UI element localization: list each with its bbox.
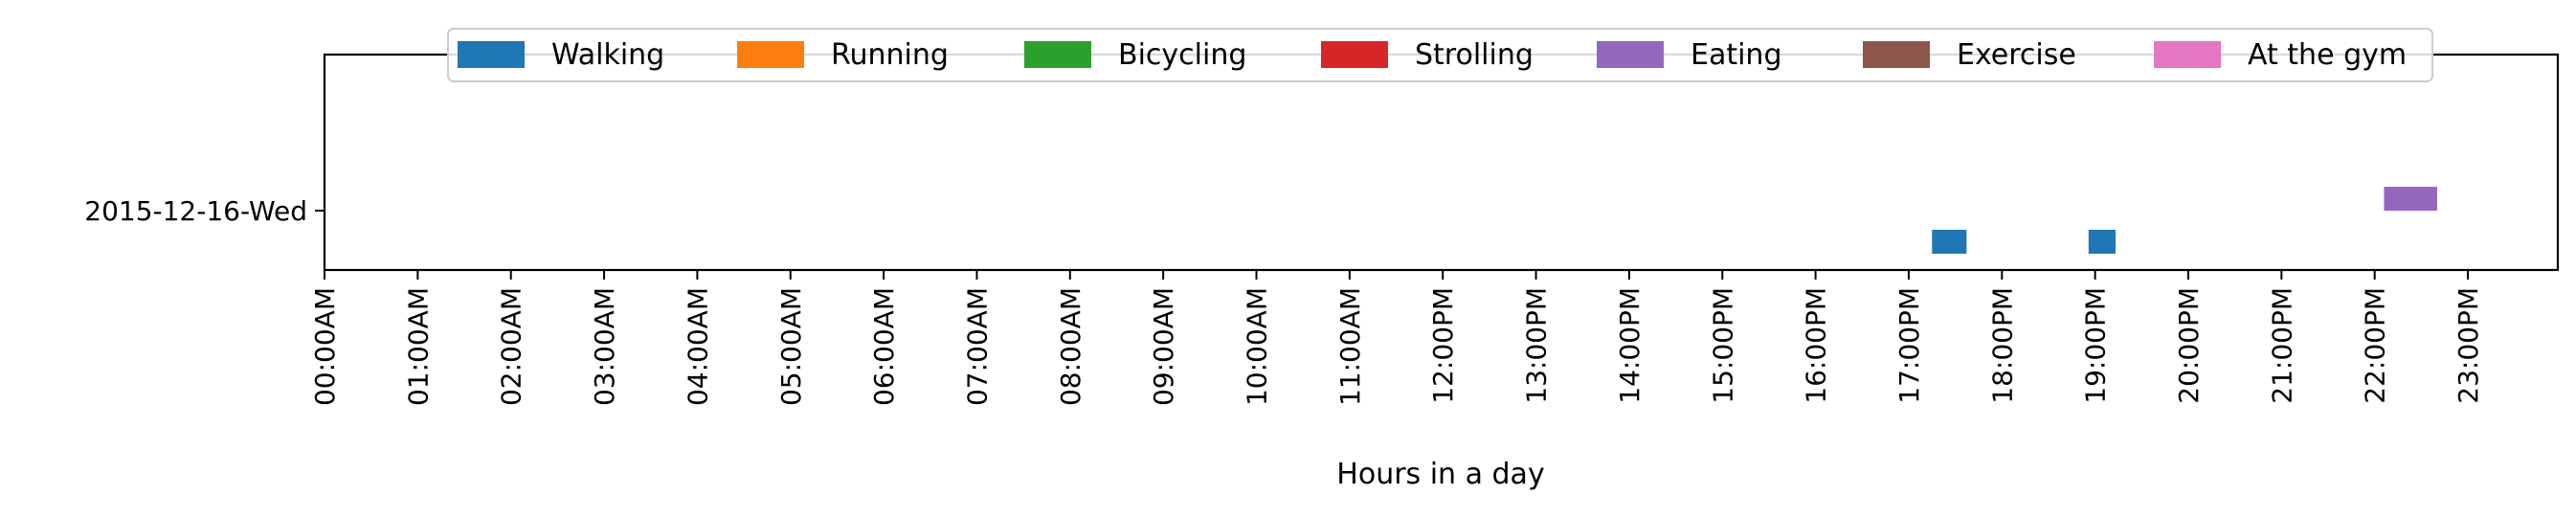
x-tick-label: 05:00AM bbox=[775, 287, 807, 406]
x-tick-label: 10:00AM bbox=[1242, 287, 1273, 406]
activity-bars bbox=[1932, 187, 2437, 254]
x-tick-label: 12:00PM bbox=[1427, 287, 1459, 404]
x-tick-label: 20:00PM bbox=[2173, 287, 2205, 404]
y-axis-ticks: 2015-12-16-Wed bbox=[84, 195, 325, 227]
x-tick-label: 23:00PM bbox=[2453, 287, 2484, 404]
x-tick-label: 14:00PM bbox=[1614, 287, 1646, 404]
x-tick-label: 07:00AM bbox=[961, 287, 993, 406]
legend-label-bicycling: Bicycling bbox=[1118, 38, 1246, 72]
x-axis-ticks: 00:00AM 01:00AM 02:00AM 03:00AM 04:00AM 05:00… bbox=[309, 270, 2484, 406]
legend-swatch-exercise bbox=[1863, 41, 1930, 68]
legend-label-eating: Eating bbox=[1691, 38, 1782, 72]
x-tick-label: 02:00AM bbox=[496, 287, 527, 406]
plot-frame bbox=[323, 53, 2560, 272]
legend-swatch-strolling bbox=[1321, 41, 1388, 68]
x-tick-label: 19:00PM bbox=[2080, 287, 2112, 404]
x-tick-label: 15:00PM bbox=[1707, 287, 1738, 404]
legend-label-walking: Walking bbox=[551, 38, 664, 72]
legend-label-at-the-gym: At the gym bbox=[2248, 38, 2407, 72]
x-tick-label: 18:00PM bbox=[1986, 287, 2018, 404]
x-tick-label: 22:00PM bbox=[2360, 287, 2391, 404]
legend-label-running: Running bbox=[831, 38, 949, 72]
legend-swatch-bicycling bbox=[1024, 41, 1091, 68]
x-tick-label: 04:00AM bbox=[682, 287, 713, 406]
legend-swatch-running bbox=[737, 41, 804, 68]
x-tick-label: 09:00AM bbox=[1148, 287, 1179, 406]
x-tick-label: 03:00AM bbox=[589, 287, 620, 406]
x-tick-label: 13:00PM bbox=[1521, 287, 1553, 404]
x-tick-label: 06:00AM bbox=[868, 287, 900, 406]
x-axis-label: Hours in a day bbox=[1336, 458, 1544, 491]
legend-swatch-eating bbox=[1597, 41, 1664, 68]
legend-swatch-at-the-gym bbox=[2154, 41, 2221, 68]
legend-box bbox=[447, 28, 2433, 82]
bar-walking-0 bbox=[1932, 230, 1967, 254]
x-tick-label: 01:00AM bbox=[402, 287, 434, 406]
x-tick-label: 08:00AM bbox=[1055, 287, 1086, 406]
x-tick-label: 00:00AM bbox=[309, 287, 341, 406]
legend: Walking Running Bicycling Strolling Eating Ex… bbox=[447, 28, 2433, 82]
legend-label-exercise: Exercise bbox=[1957, 38, 2076, 72]
legend-swatch-walking bbox=[458, 41, 525, 68]
bar-walking-1 bbox=[2088, 230, 2117, 254]
bar-eating-0 bbox=[2384, 187, 2437, 212]
x-tick-label: 17:00PM bbox=[1893, 287, 1925, 404]
x-tick-label: 16:00PM bbox=[1801, 287, 1832, 404]
y-tick-label: 2015-12-16-Wed bbox=[84, 195, 307, 227]
legend-label-strolling: Strolling bbox=[1415, 38, 1534, 72]
x-tick-label: 21:00PM bbox=[2266, 287, 2297, 404]
x-tick-label: 11:00AM bbox=[1334, 287, 1366, 406]
